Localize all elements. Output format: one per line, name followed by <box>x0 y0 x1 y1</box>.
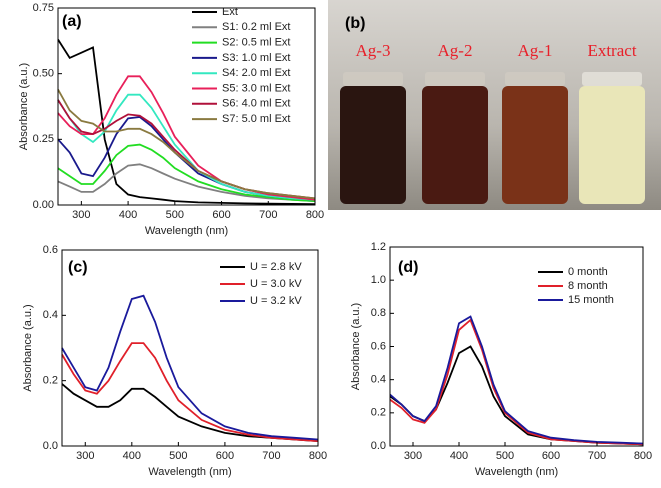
x-tick-label: 300 <box>404 450 422 462</box>
y-tick-label: 0.4 <box>371 374 386 386</box>
vial-label: Ag-1 <box>518 41 553 60</box>
data-line <box>57 163 316 202</box>
y-tick-label: 0.00 <box>33 199 54 211</box>
x-tick-label: 400 <box>450 450 468 462</box>
x-tick-label: 500 <box>169 450 187 462</box>
y-tick-label: 0.50 <box>33 68 54 80</box>
data-line <box>389 345 644 446</box>
data-line <box>61 383 319 442</box>
y-tick-label: 0.8 <box>371 307 386 319</box>
y-tick-label: 0.0 <box>371 440 386 452</box>
x-tick-label: 700 <box>588 450 606 462</box>
legend-label: S1: 0.2 ml Ext <box>222 21 290 33</box>
x-tick-label: 800 <box>309 450 327 462</box>
legend-label: S2: 0.5 ml Ext <box>222 37 290 49</box>
legend-label: 15 month <box>568 294 614 306</box>
vial-label: Extract <box>587 41 636 60</box>
legend-label: U = 3.0 kV <box>250 278 302 290</box>
x-tick-label: 700 <box>259 209 277 221</box>
x-tick-label: 300 <box>76 450 94 462</box>
x-axis-label: Wavelength (nm) <box>145 225 228 237</box>
y-tick-label: 0.2 <box>371 407 386 419</box>
x-axis-label: Wavelength (nm) <box>475 466 558 478</box>
x-tick-label: 500 <box>496 450 514 462</box>
x-tick-label: 500 <box>166 209 184 221</box>
data-line <box>57 88 316 200</box>
panel-title: (b) <box>345 15 365 32</box>
panel-title: (c) <box>68 259 88 276</box>
x-tick-label: 400 <box>123 450 141 462</box>
y-axis-label: Absorbance (a.u.) <box>18 63 30 150</box>
x-tick-label: 400 <box>119 209 137 221</box>
x-tick-label: 600 <box>216 450 234 462</box>
data-line <box>61 342 319 442</box>
x-axis-label: Wavelength (nm) <box>148 466 231 478</box>
y-tick-label: 0.25 <box>33 133 54 145</box>
y-tick-label: 0.6 <box>371 340 386 352</box>
vial <box>340 72 406 204</box>
legend-label: S6: 4.0 ml Ext <box>222 98 290 110</box>
legend-label: S5: 3.0 ml Ext <box>222 82 290 94</box>
x-tick-label: 300 <box>72 209 90 221</box>
plot-frame <box>57 7 316 206</box>
y-tick-label: 1.2 <box>371 241 386 253</box>
panel-title: (d) <box>398 259 418 276</box>
legend-label: 8 month <box>568 280 608 292</box>
data-line <box>61 294 319 441</box>
data-line <box>57 143 316 202</box>
data-line <box>389 315 644 445</box>
x-tick-label: 600 <box>542 450 560 462</box>
data-line <box>57 93 316 201</box>
y-tick-label: 0.2 <box>43 375 58 387</box>
plot-frame <box>61 249 319 447</box>
legend-label: S7: 5.0 ml Ext <box>222 113 290 125</box>
x-tick-label: 700 <box>262 450 280 462</box>
vial-label: Ag-2 <box>438 41 473 60</box>
legend-label: S3: 1.0 ml Ext <box>222 52 290 64</box>
y-tick-label: 0.4 <box>43 309 58 321</box>
legend-label: U = 2.8 kV <box>250 261 302 273</box>
x-tick-label: 800 <box>634 450 652 462</box>
y-tick-label: 0.6 <box>43 244 58 256</box>
photo <box>328 0 661 210</box>
y-axis-label: Absorbance (a.u.) <box>22 304 34 391</box>
vial <box>502 72 568 204</box>
vial <box>579 72 645 204</box>
legend-label: 0 month <box>568 266 608 278</box>
x-tick-label: 600 <box>212 209 230 221</box>
data-line <box>57 39 316 206</box>
panel-title: (a) <box>62 13 82 30</box>
x-tick-label: 800 <box>306 209 324 221</box>
legend-label: S4: 2.0 ml Ext <box>222 67 290 79</box>
legend-label: U = 3.2 kV <box>250 295 302 307</box>
vial <box>422 72 488 204</box>
vial-label: Ag-3 <box>356 41 391 60</box>
y-tick-label: 0.75 <box>33 2 54 14</box>
y-tick-label: 1.0 <box>371 274 386 286</box>
y-tick-label: 0.0 <box>43 440 58 452</box>
y-axis-label: Absorbance (a.u.) <box>350 303 362 390</box>
legend-label: Ext <box>222 6 238 18</box>
